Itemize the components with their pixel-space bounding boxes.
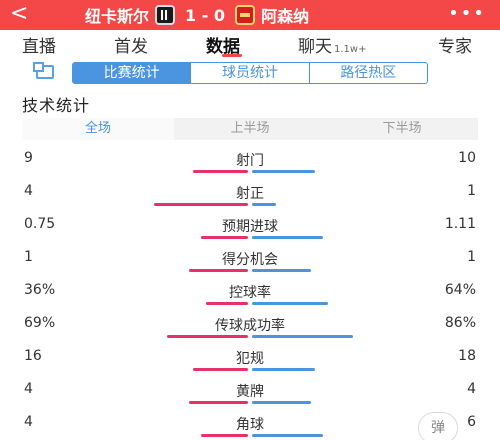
stat-label: 射门 [236,153,264,169]
tab-lineup-label: 首发 [114,37,148,57]
stat-label: 角球 [236,417,264,433]
stat-home-bar [193,170,248,173]
stat-label: 得分机会 [222,252,278,268]
stat-away-value: 1 [467,183,476,199]
stat-row: 4 角球 6 [0,414,500,440]
stat-away-value: 18 [458,348,476,364]
stat-away-bar [252,434,323,437]
stat-away-bar [252,368,315,371]
stat-label: 射正 [236,186,264,202]
stat-home-value: 9 [24,150,33,166]
stat-home-bar [201,236,248,239]
stat-home-bar [201,434,248,437]
home-team-name: 纽卡斯尔 [85,7,150,26]
stat-home-bar [189,269,248,272]
tab-lineup[interactable]: 首发 [114,32,148,57]
stat-home-value: 0.75 [24,216,56,232]
stat-label: 黄牌 [236,384,264,400]
stat-home-value: 4 [24,414,33,430]
tab-data-label: 数据 [206,37,240,57]
stat-away-bar [252,170,315,173]
segment-heatmap[interactable]: 路径热区 [308,63,427,83]
stat-row: 36% 控球率 64% [0,282,500,312]
period-tab-first-half[interactable]: 上半场 [230,121,270,136]
stat-away-bar [252,335,353,338]
period-tab-second-half[interactable]: 下半场 [382,121,422,136]
section-title: 技术统计 [22,96,91,115]
stat-away-value: 64% [444,282,476,298]
stat-home-bar [193,368,248,371]
stat-row: 16 犯规 18 [0,348,500,378]
stat-home-value: 36% [24,282,56,298]
stat-home-bar [154,203,248,206]
period-tabs: 全场 上半场 下半场 [22,118,478,140]
stat-row: 4 黄牌 4 [0,381,500,411]
match-header: < 纽卡斯尔 1 - 0 阿森纳 ••• [0,0,500,30]
stat-away-value: 4 [467,381,476,397]
stat-away-bar [252,269,311,272]
stat-label: 控球率 [229,285,271,301]
tab-live-label: 直播 [22,37,56,57]
away-team-crest-icon [235,5,256,25]
tab-chat-label: 聊天 [298,37,332,57]
stats-subnav: 比赛统计 球员统计 路径热区 [0,62,500,86]
danmaku-toggle-button[interactable]: 弹 [418,412,458,440]
segment-player-stats[interactable]: 球员统计 [190,63,308,83]
stat-label: 预期进球 [222,219,278,235]
tab-experts[interactable]: 专家 [438,32,472,57]
period-tab-full[interactable]: 全场 [22,118,174,140]
stat-row: 9 射门 10 [0,150,500,180]
stat-label: 犯规 [236,351,264,367]
stat-home-bar [189,401,248,404]
stat-row: 69% 传球成功率 86% [0,315,500,345]
tab-live[interactable]: 直播 [22,32,56,57]
tab-chat[interactable]: 聊天 1.1w+ [298,32,366,57]
stat-home-bar [167,335,248,338]
stat-away-bar [252,401,311,404]
stat-label: 传球成功率 [215,318,285,334]
stat-home-value: 1 [24,249,33,265]
segment-match-stats[interactable]: 比赛统计 [73,63,191,83]
back-arrow-icon[interactable]: < [10,1,29,26]
active-tab-indicator [222,54,242,57]
stat-home-value: 4 [24,183,33,199]
home-team-crest-icon [155,5,176,25]
stat-away-value: 1.11 [444,216,476,232]
stat-away-bar [252,203,276,206]
stat-away-value: 6 [467,414,476,430]
stat-home-value: 16 [24,348,42,364]
screenshot-icon[interactable] [33,62,54,79]
more-options-icon[interactable]: ••• [448,3,486,24]
stat-row: 1 得分机会 1 [0,249,500,279]
stat-row: 0.75 预期进球 1.11 [0,216,500,246]
stat-away-value: 86% [444,315,476,331]
stat-away-bar [252,236,323,239]
tab-data[interactable]: 数据 [206,32,240,57]
stats-segmented-control: 比赛统计 球员统计 路径热区 [72,62,428,84]
tab-chat-count: 1.1w+ [334,44,367,55]
stat-home-value: 4 [24,381,33,397]
stat-away-value: 1 [467,249,476,265]
stat-row: 4 射正 1 [0,183,500,213]
match-score: 1 - 0 [185,5,226,25]
stat-home-value: 69% [24,315,56,331]
away-team-name: 阿森纳 [261,7,310,26]
stat-away-value: 10 [458,150,476,166]
main-tabs: 直播 首发 数据 聊天 1.1w+ 专家 [0,30,500,58]
stat-away-bar [252,302,328,305]
stat-home-bar [206,302,248,305]
tab-experts-label: 专家 [438,37,472,57]
match-title: 纽卡斯尔 1 - 0 阿森纳 [85,4,309,26]
